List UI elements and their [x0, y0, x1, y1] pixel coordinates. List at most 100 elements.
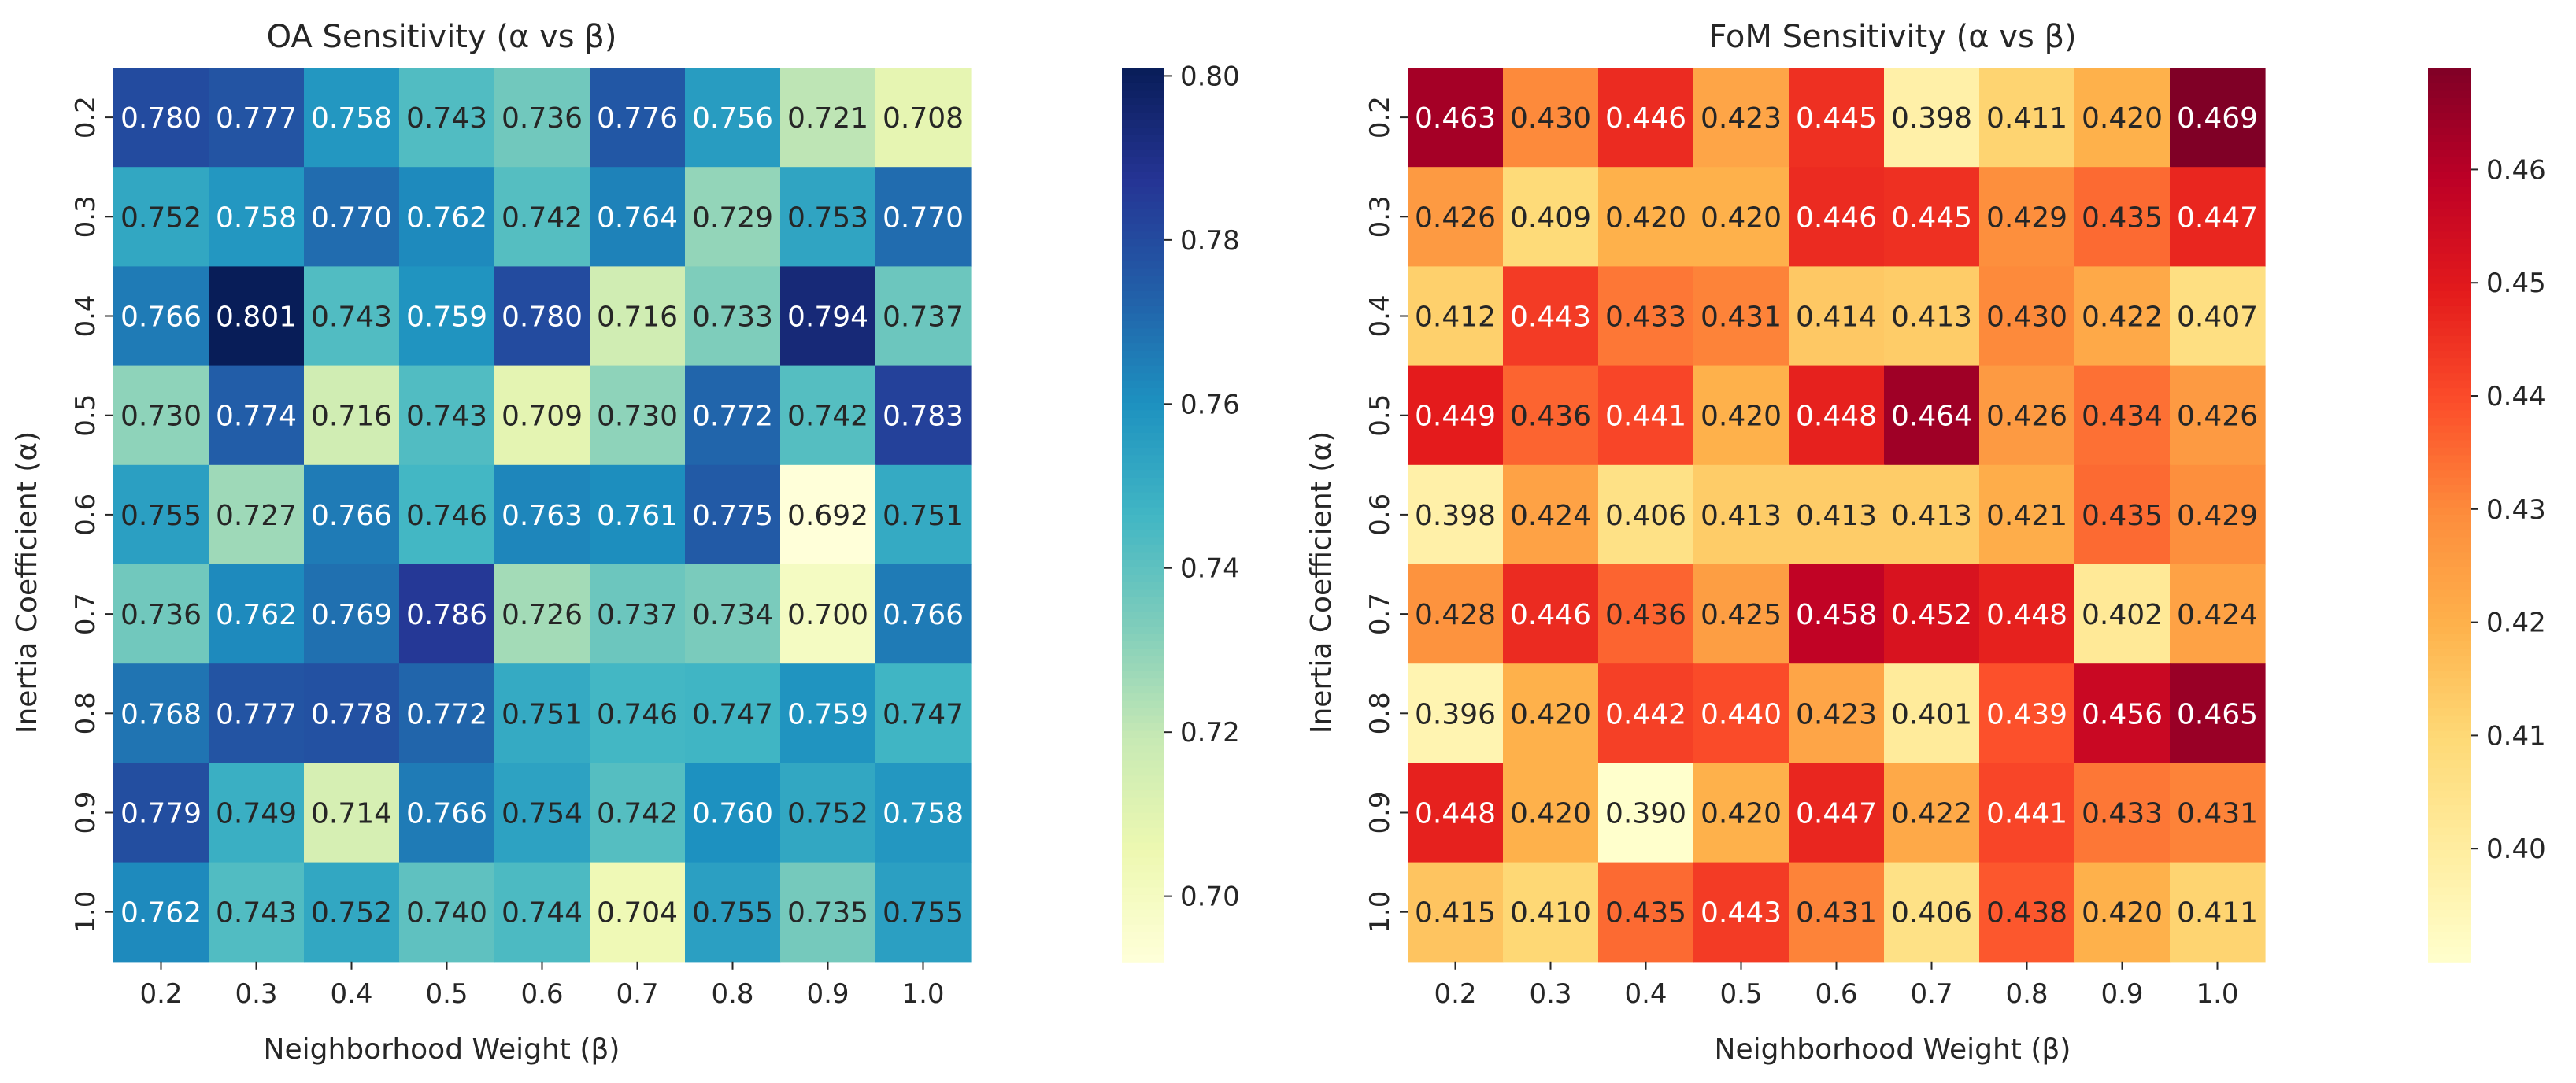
fom-colorbar-gradient: [2428, 380, 2471, 389]
fom-colorbar-gradient: [2428, 410, 2471, 419]
fom-colorbar-gradient: [2428, 612, 2471, 620]
oa-cell-label: 0.756: [692, 102, 773, 135]
oa-colorbar-gradient: [1122, 68, 1164, 76]
oa-colorbar-gradient: [1122, 150, 1164, 158]
fom-x-tick-label: 0.5: [1719, 978, 1762, 1010]
oa-cell-label: 0.714: [311, 798, 392, 830]
fom-colorbar-gradient: [2428, 544, 2471, 553]
fom-cell-label: 0.425: [1701, 599, 1782, 631]
oa-cell: [494, 663, 590, 763]
oa-cell: [685, 68, 781, 168]
oa-cell-label: 0.762: [120, 897, 202, 930]
fom-colorbar-gradient: [2428, 187, 2471, 195]
oa-colorbar-gradient: [1122, 291, 1164, 300]
fom-cell: [1884, 68, 1980, 168]
fom-colorbar-gradient: [2428, 157, 2471, 165]
fom-cell: [2170, 663, 2266, 763]
fom-colorbar-gradient: [2428, 246, 2471, 255]
fom-colorbar-gradient: [2428, 850, 2471, 859]
fom-colorbar-gradient: [2428, 313, 2471, 322]
oa-colorbar-gradient: [1122, 723, 1164, 732]
oa-colorbar-gradient: [1122, 447, 1164, 456]
fom-cell-label: 0.464: [1891, 401, 1972, 433]
oa-cell: [685, 464, 781, 565]
oa-cell-label: 0.766: [120, 301, 202, 334]
fom-colorbar-gradient: [2428, 917, 2471, 926]
oa-cell-label: 0.755: [120, 500, 202, 532]
fom-colorbar-gradient: [2428, 619, 2471, 627]
fom-colorbar-gradient: [2428, 500, 2471, 508]
fom-y-tick-label: 0.8: [1364, 692, 1396, 734]
oa-colorbar-gradient: [1122, 649, 1164, 657]
oa-cell: [304, 763, 400, 863]
fom-cell-label: 0.390: [1605, 798, 1686, 830]
fom-cell-label: 0.445: [1796, 102, 1877, 135]
fom-heatmap: 0.463 0.430 0.446 0.423 0.445 0.398 0.411 0.420…: [1364, 68, 2266, 1010]
oa-x-tick-label: 1.0: [901, 978, 944, 1010]
fom-colorbar-gradient: [2428, 164, 2471, 173]
oa-colorbar-gradient: [1122, 827, 1164, 836]
oa-colorbar-gradient: [1122, 462, 1164, 471]
oa-cell-label: 0.743: [406, 401, 487, 433]
oa-colorbar-gradient: [1122, 812, 1164, 821]
fom-colorbar-gradient: [2428, 529, 2471, 538]
oa-colorbar-gradient: [1122, 700, 1164, 709]
fom-colorbar-gradient: [2428, 597, 2471, 605]
oa-colorbar-gradient: [1122, 261, 1164, 270]
oa-cell-label: 0.762: [406, 201, 487, 234]
fom-cell: [2170, 266, 2266, 367]
oa-cell-label: 0.780: [120, 102, 202, 135]
oa-colorbar-gradient: [1122, 268, 1164, 277]
oa-colorbar-gradient: [1122, 782, 1164, 792]
fom-cell: [1503, 564, 1599, 664]
fom-cell: [1789, 167, 1885, 267]
fom-colorbar-gradient: [2428, 395, 2471, 404]
oa-colorbar-gradient: [1122, 745, 1164, 754]
oa-colorbar-gradient: [1122, 872, 1164, 881]
oa-cell: [304, 663, 400, 763]
oa-colorbar-gradient: [1122, 328, 1164, 337]
oa-colorbar-gradient: [1122, 179, 1164, 188]
oa-x-tick-label: 0.5: [425, 978, 468, 1010]
fom-cell: [1598, 763, 1694, 863]
fom-colorbar-gradient: [2428, 320, 2471, 330]
fom-cell: [2074, 167, 2171, 267]
oa-cell: [113, 167, 209, 267]
oa-cell: [209, 266, 305, 367]
fom-cell-label: 0.421: [1986, 500, 2067, 532]
fom-cell-label: 0.428: [1415, 599, 1496, 631]
fom-cell: [1693, 763, 1790, 863]
oa-colorbar-gradient: [1122, 857, 1164, 866]
oa-cell: [304, 365, 400, 466]
fom-cell-label: 0.469: [2177, 102, 2258, 135]
fom-cell: [1693, 862, 1790, 963]
fom-cell: [1598, 68, 1694, 168]
fom-colorbar-gradient: [2428, 276, 2471, 285]
fom-colorbar-gradient: [2428, 879, 2471, 889]
oa-cell: [494, 68, 590, 168]
oa-cell-label: 0.700: [787, 599, 868, 631]
fom-cell: [2074, 862, 2171, 963]
fom-cell: [1789, 663, 1885, 763]
fom-cell: [2170, 464, 2266, 565]
oa-cell: [399, 365, 495, 466]
oa-cell-label: 0.759: [787, 698, 868, 730]
fom-colorbar-gradient: [2428, 365, 2471, 374]
oa-cell-label: 0.777: [216, 698, 297, 730]
oa-cell-label: 0.752: [311, 897, 392, 930]
oa-cell-label: 0.758: [311, 102, 392, 135]
oa-cell-label: 0.755: [692, 897, 773, 930]
fom-cell: [1503, 862, 1599, 963]
fom-colorbar-gradient: [2428, 97, 2471, 106]
oa-cell: [113, 266, 209, 367]
oa-cell: [590, 365, 686, 466]
fom-cell: [1598, 564, 1694, 664]
oa-cell-label: 0.751: [502, 698, 583, 730]
fom-cell-label: 0.423: [1796, 698, 1877, 730]
fom-colorbar-gradient: [2428, 432, 2471, 442]
fom-colorbar-gradient: [2428, 842, 2471, 851]
oa-x-tick-label: 0.6: [520, 978, 563, 1010]
fom-colorbar-gradient: [2428, 68, 2471, 76]
fom-cell: [1598, 862, 1694, 963]
fom-colorbar-gradient: [2428, 627, 2471, 635]
